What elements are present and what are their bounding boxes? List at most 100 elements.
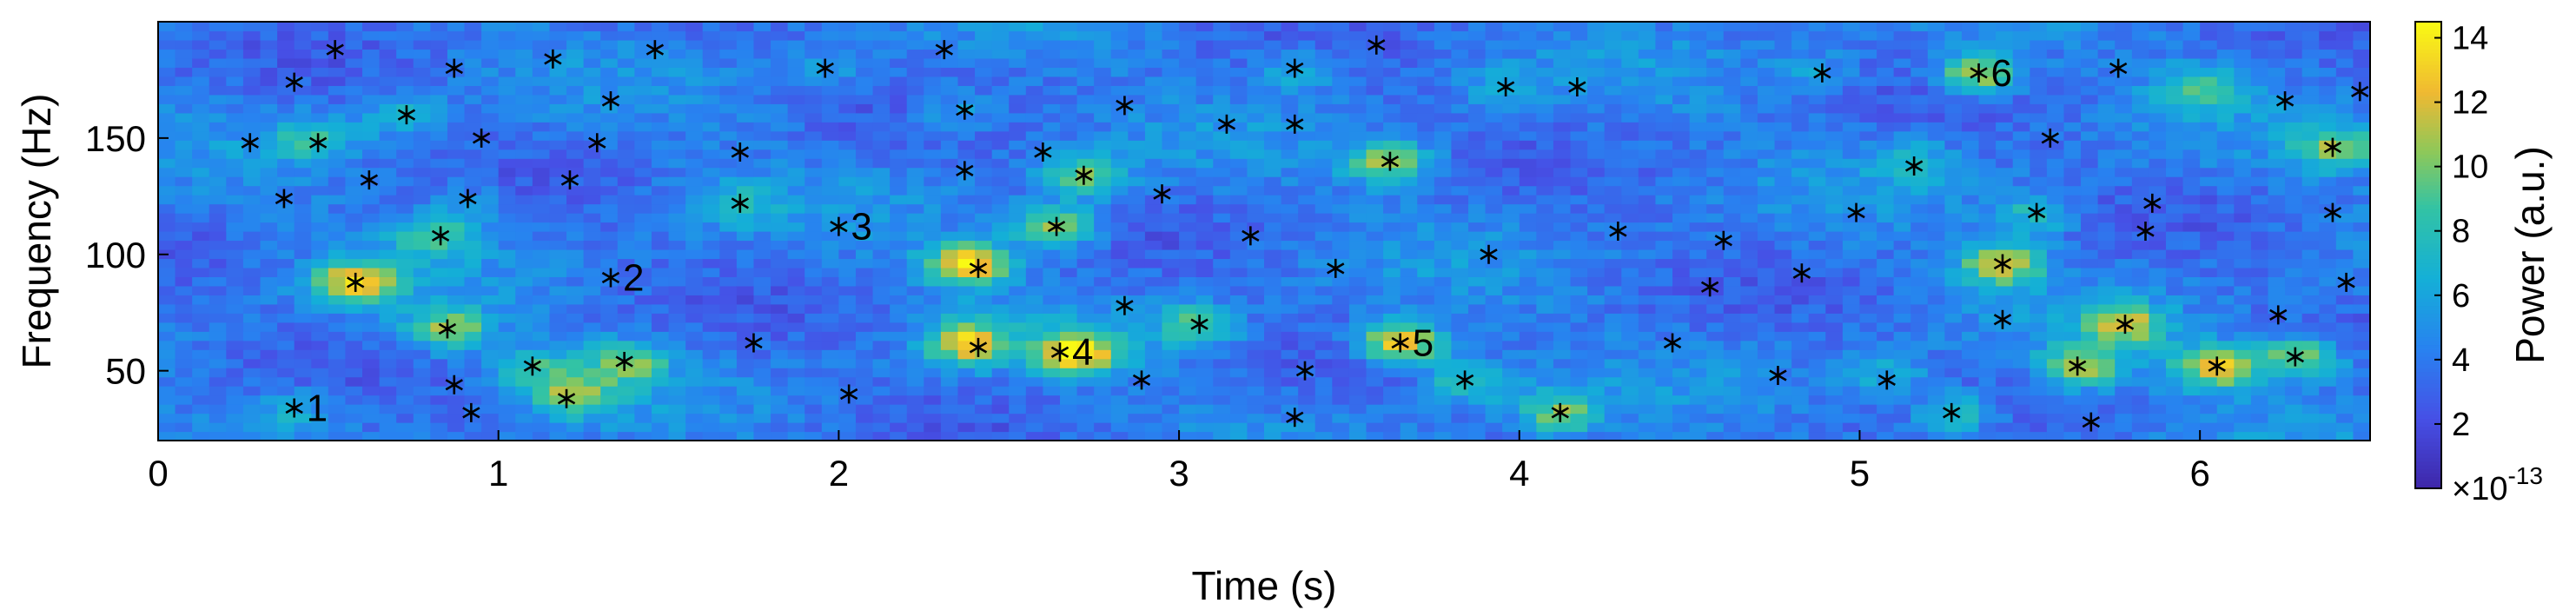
heatmap-cell: [345, 130, 363, 141]
heatmap-cell: [736, 267, 755, 277]
heatmap-cell: [600, 149, 619, 159]
heatmap-cell: [634, 413, 652, 423]
heatmap-cell: [634, 276, 652, 287]
heatmap-cell: [1927, 276, 1945, 287]
heatmap-cell: [1519, 130, 1537, 141]
heatmap-cell: [1366, 413, 1384, 423]
heatmap-cell: [1195, 140, 1214, 150]
heatmap-cell: [651, 103, 670, 114]
heatmap-cell: [1264, 67, 1282, 77]
heatmap-cell: [311, 295, 329, 305]
heatmap-cell: [1179, 158, 1197, 169]
heatmap-cell: [890, 422, 908, 433]
heatmap-cell: [1587, 112, 1606, 123]
heatmap-cell: [1689, 413, 1707, 423]
heatmap-cell: [583, 85, 601, 96]
heatmap-cell: [787, 130, 805, 141]
heatmap-cell: [549, 185, 567, 196]
heatmap-cell: [1314, 85, 1333, 96]
heatmap-cell: [736, 67, 755, 77]
heatmap-cell: [362, 258, 381, 269]
heatmap-cell: [1195, 331, 1214, 341]
heatmap-cell: [447, 167, 466, 177]
heatmap-cell: [1604, 431, 1622, 441]
heatmap-cell: [345, 313, 363, 323]
heatmap-cell: [345, 195, 363, 205]
heatmap-cell: [1366, 376, 1384, 387]
heatmap-cell: [838, 76, 857, 86]
heatmap-cell: [872, 222, 891, 232]
heatmap-cell: [464, 331, 482, 341]
heatmap-cell: [1740, 130, 1758, 141]
heatmap-cell: [242, 313, 262, 323]
heatmap-cell: [855, 94, 874, 104]
heatmap-cell: [413, 322, 431, 332]
heatmap-cell: [1825, 276, 1844, 287]
heatmap-cell: [430, 112, 448, 123]
heatmap-cell: [1417, 158, 1435, 169]
heatmap-cell: [805, 258, 823, 269]
heatmap-cell: [685, 349, 704, 360]
heatmap-cell: [260, 395, 278, 405]
heatmap-cell: [702, 39, 720, 50]
heatmap-cell: [345, 103, 363, 114]
heatmap-cell: [787, 203, 805, 214]
heatmap-cell: [890, 331, 908, 341]
heatmap-cell: [1638, 30, 1657, 41]
heatmap-cell: [260, 112, 278, 123]
heatmap-cell: [906, 122, 924, 132]
heatmap-cell: [481, 249, 500, 260]
heatmap-cell: [1723, 140, 1741, 150]
heatmap-cell: [1128, 130, 1146, 141]
heatmap-cell: [430, 39, 448, 50]
heatmap-cell: [1076, 295, 1095, 305]
heatmap-cell: [685, 386, 704, 396]
heatmap-cell: [787, 422, 805, 433]
heatmap-cell: [532, 22, 551, 32]
heatmap-cell: [634, 340, 652, 350]
heatmap-cell: [1859, 404, 1877, 414]
heatmap-cell: [1348, 358, 1367, 368]
heatmap-cell: [192, 30, 210, 41]
heatmap-cell: [549, 112, 567, 123]
heatmap-cell: [1978, 195, 1997, 205]
heatmap-cell: [498, 295, 516, 305]
heatmap-cell: [379, 267, 397, 277]
heatmap-cell: [1195, 422, 1214, 433]
heatmap-cell: [1996, 386, 2014, 396]
heatmap-cell: [1961, 149, 1980, 159]
heatmap-cell: [209, 295, 227, 305]
heatmap-cell: [719, 76, 738, 86]
heatmap-cell: [975, 195, 993, 205]
heatmap-cell: [396, 322, 414, 332]
heatmap-cell: [1706, 340, 1725, 350]
heatmap-cell: [379, 413, 397, 423]
heatmap-cell: [1910, 431, 1929, 441]
heatmap-cell: [1944, 276, 1963, 287]
heatmap-cell: [1553, 195, 1572, 205]
heatmap-cell: [1570, 349, 1588, 360]
heatmap-cell: [583, 231, 601, 242]
heatmap-cell: [566, 240, 585, 250]
heatmap-cell: [396, 295, 414, 305]
heatmap-cell: [175, 185, 193, 196]
heatmap-cell: [685, 368, 704, 378]
heatmap-cell: [1757, 158, 1776, 169]
heatmap-cell: [1825, 176, 1844, 187]
heatmap-cell: [1519, 85, 1537, 96]
heatmap-cell: [1332, 49, 1350, 59]
heatmap-cell: [1281, 195, 1299, 205]
heatmap-cell: [753, 313, 771, 323]
heatmap-cell: [1893, 94, 1911, 104]
heatmap-cell: [464, 395, 482, 405]
heatmap-cell: [617, 376, 635, 387]
heatmap-cell: [1689, 386, 1707, 396]
heatmap-cell: [498, 285, 516, 295]
heatmap-cell: [175, 57, 193, 68]
heatmap-cell: [651, 122, 670, 132]
heatmap-cell: [1519, 258, 1537, 269]
heatmap-cell: [175, 331, 193, 341]
heatmap-cell: [583, 176, 601, 187]
heatmap-cell: [685, 30, 704, 41]
heatmap-cell: [1502, 258, 1520, 269]
